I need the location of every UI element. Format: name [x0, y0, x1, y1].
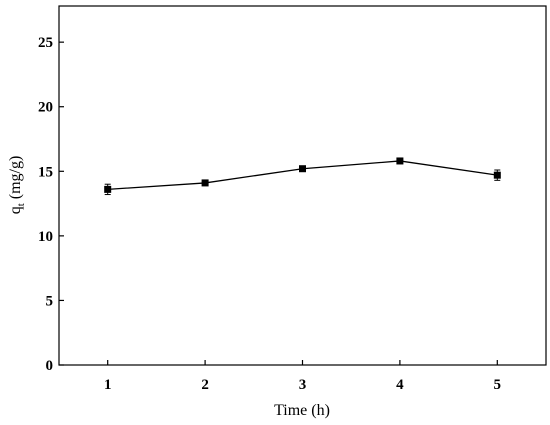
x-axis-ticks: 1 2 3 4 5: [104, 360, 501, 393]
x-axis-label: Time (h): [274, 402, 330, 419]
x-tick-label: 1: [104, 377, 112, 393]
x-tick-label: 2: [201, 377, 209, 393]
y-axis-label: qt (mg/g): [7, 156, 27, 215]
y-tick-label: 5: [46, 293, 54, 309]
y-tick-label: 10: [38, 229, 53, 245]
data-point: [104, 185, 112, 193]
data-point: [396, 157, 404, 165]
y-tick-label: 0: [46, 358, 54, 374]
data-point: [299, 165, 306, 173]
x-tick-label: 3: [299, 377, 307, 393]
x-tick-label: 4: [396, 377, 404, 393]
data-point: [493, 171, 501, 179]
series-line: [104, 157, 501, 196]
plot-frame: [58, 5, 547, 366]
y-tick-label: 15: [38, 164, 53, 180]
y-tick-label: 25: [38, 35, 53, 51]
x-tick-label: 5: [494, 377, 502, 393]
data-point: [201, 179, 209, 187]
y-axis-ticks: 0 5 10 15 20 25: [38, 35, 64, 374]
y-tick-label: 20: [38, 100, 53, 116]
